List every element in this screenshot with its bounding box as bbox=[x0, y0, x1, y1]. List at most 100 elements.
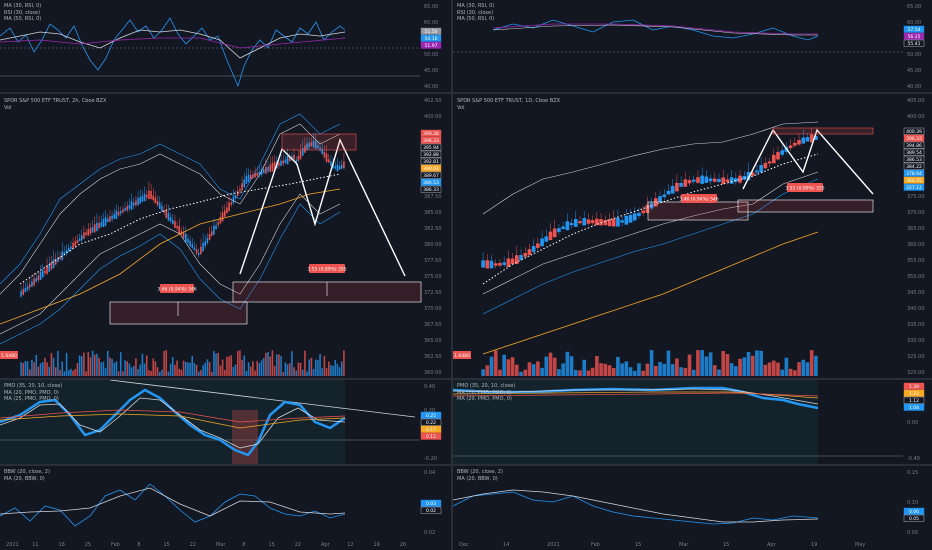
left-symbol-title[interactable]: SPDR S&P 500 ETF TRUST, 2h, Cboe BZX bbox=[4, 98, 107, 104]
candle-body bbox=[683, 179, 688, 187]
right-scale-tick: 0.15 bbox=[907, 470, 918, 476]
volume-bar bbox=[288, 363, 291, 376]
candle-body bbox=[271, 162, 274, 172]
left-bbw-pane[interactable]: BBW (20, close, 2) MA (20, BBW, 0) bbox=[0, 466, 450, 538]
candle-body bbox=[527, 249, 532, 255]
right-measure-label-2: 3.55 (0.89%) 355 bbox=[785, 186, 824, 192]
candle-body bbox=[221, 212, 224, 222]
volume-bar bbox=[696, 350, 700, 376]
left-scale-tick: 362.50 bbox=[424, 354, 442, 360]
candle-body bbox=[119, 211, 122, 214]
candle-body bbox=[338, 165, 341, 170]
left-time-axis[interactable]: 2021 11 18 25 Feb 8 15 22 Mar 8 15 22 Apr 12 19 26 bbox=[0, 538, 450, 550]
left-sep-1[interactable] bbox=[0, 92, 451, 94]
candle-body bbox=[670, 185, 675, 194]
volume-bar bbox=[39, 363, 42, 376]
right-rsi-title-1: MA (30, RSI, 0) bbox=[457, 3, 495, 9]
volume-bar bbox=[755, 350, 759, 376]
candle-body bbox=[506, 258, 511, 267]
left-price-pane[interactable]: 3.46 (0.94%) 346 3.55 (0.89%) 355 1.6480… bbox=[0, 94, 450, 378]
candle-body bbox=[729, 177, 734, 184]
left-rsi-title-1: MA (30, RSI, 0) bbox=[4, 3, 42, 9]
volume-bar bbox=[65, 352, 68, 376]
volume-bar bbox=[330, 365, 332, 376]
volume-bar bbox=[540, 367, 544, 376]
volume-bar bbox=[67, 370, 70, 376]
volume-bar bbox=[54, 367, 57, 376]
volume-bar bbox=[226, 356, 228, 376]
candle-body bbox=[578, 221, 582, 224]
volume-bar bbox=[271, 350, 274, 376]
volume-bar bbox=[122, 371, 124, 376]
left-sep-2[interactable] bbox=[0, 378, 451, 380]
candle-body bbox=[143, 193, 146, 202]
right-vol-title: Vol bbox=[457, 104, 465, 111]
right-price-pane[interactable]: 3.46 (0.94%) 346 3.55 (0.89%) 355 1.6480… bbox=[453, 94, 932, 378]
candle-body bbox=[679, 183, 683, 187]
right-sep-3[interactable] bbox=[453, 464, 932, 466]
volume-bar bbox=[273, 365, 276, 376]
candle-body bbox=[793, 142, 797, 146]
left-rsi-pane[interactable]: MA (30, RSI, 0) RSI (30, close) MA (50, … bbox=[0, 0, 450, 92]
left-pmo-title-3: MA (25, PMO, PMO, 0) bbox=[4, 396, 59, 402]
time-axis-label: Apr bbox=[767, 542, 777, 548]
candle-body bbox=[637, 212, 641, 217]
candle-body bbox=[308, 142, 311, 148]
candle-body bbox=[165, 209, 168, 218]
time-axis-label: 15 bbox=[723, 542, 729, 548]
left-price-tag: 54.16 bbox=[425, 36, 438, 42]
left-scale-tick: 0.02 bbox=[424, 530, 435, 536]
candle-body bbox=[286, 156, 289, 165]
right-bbw-plot bbox=[452, 489, 819, 525]
candle-body bbox=[481, 260, 485, 268]
right-pmo-title-1: PMO (35, 20, 10, close) bbox=[457, 383, 516, 389]
right-volume-bars bbox=[481, 350, 818, 376]
volume-bar bbox=[87, 352, 90, 376]
candle-body bbox=[485, 260, 490, 269]
candle-body bbox=[65, 250, 68, 254]
right-price-tag: 396.33 bbox=[906, 136, 922, 142]
right-sep-2[interactable] bbox=[453, 378, 932, 380]
candle-body bbox=[624, 215, 629, 225]
volume-bar bbox=[502, 354, 506, 376]
candle-body bbox=[267, 166, 269, 172]
left-price-tag-bg bbox=[420, 178, 442, 186]
right-price-tag-bg bbox=[903, 183, 925, 191]
volume-bar bbox=[666, 350, 671, 376]
candle-body bbox=[708, 178, 713, 182]
candle-body bbox=[561, 226, 565, 229]
candle-body bbox=[725, 179, 730, 183]
left-scale-tick: 0.04 bbox=[424, 470, 435, 476]
volume-bar bbox=[310, 357, 313, 376]
left-price-tag-bg bbox=[420, 136, 442, 144]
volume-bar bbox=[771, 360, 776, 376]
volume-bar bbox=[805, 362, 810, 376]
left-pmo-pane[interactable]: PMO (35, 20, 10, close) MA (20, PMO, PMO… bbox=[0, 379, 450, 464]
candle-body bbox=[130, 201, 133, 210]
candle-body bbox=[202, 242, 204, 252]
right-scale-tick: -0.40 bbox=[907, 456, 920, 462]
left-sep-3[interactable] bbox=[0, 464, 451, 466]
volume-bar bbox=[523, 369, 528, 376]
right-symbol-title[interactable]: SPDR S&P 500 ETF TRUST, 1D, Cboe BZX bbox=[457, 98, 561, 104]
right-time-axis[interactable]: Dec 14 2021 Feb 15 Mar 15 Apr 19 May bbox=[453, 538, 932, 550]
chart-divider[interactable] bbox=[451, 0, 453, 550]
left-scale-tick: 60.00 bbox=[424, 20, 438, 26]
left-scale-tick: 0.20 bbox=[424, 408, 435, 414]
volume-bar bbox=[557, 369, 561, 376]
left-price-tag-bg bbox=[420, 34, 442, 42]
right-scale-tick: 360.00 bbox=[907, 242, 925, 248]
right-bbw-pane[interactable]: BBW (20, close, 2) MA (20, BBW, 0) bbox=[452, 466, 932, 538]
candle-body bbox=[128, 205, 131, 209]
candle-body bbox=[150, 190, 152, 200]
candle-body bbox=[156, 201, 159, 206]
candle-body bbox=[334, 166, 337, 169]
time-axis-label: Mar bbox=[679, 542, 689, 548]
candle-body bbox=[122, 209, 124, 213]
right-price-scale[interactable]: 65.0060.0055.0050.0045.0040.0057.5456.25… bbox=[903, 0, 932, 538]
candle-body bbox=[662, 194, 667, 197]
right-sep-1[interactable] bbox=[453, 92, 932, 94]
right-rsi-pane[interactable]: MA (30, RSI, 0) RSI (30, close) MA (50, … bbox=[453, 0, 932, 92]
right-pmo-pane[interactable]: PMO (35, 20, 10, close) MA (20, PMO, PMO… bbox=[452, 380, 932, 464]
left-price-scale[interactable]: 65.0060.0055.0050.0045.0040.0055.5054.16… bbox=[420, 0, 450, 538]
